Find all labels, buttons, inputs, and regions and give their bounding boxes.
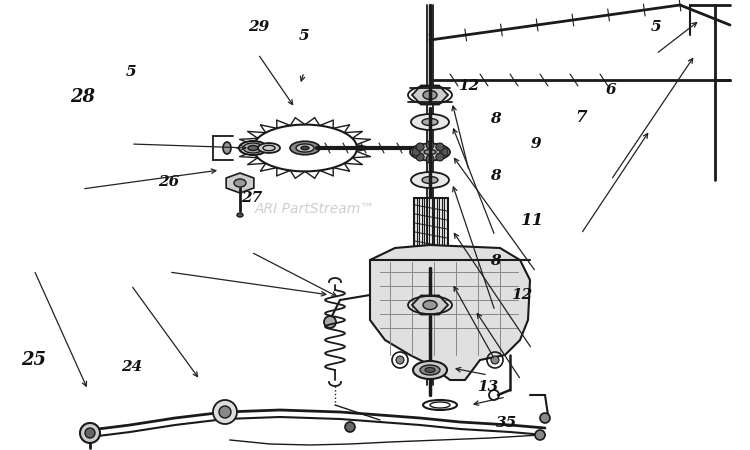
Circle shape [219, 406, 231, 418]
Ellipse shape [422, 176, 438, 184]
Circle shape [416, 153, 424, 161]
Circle shape [491, 356, 499, 364]
Ellipse shape [248, 145, 258, 150]
Ellipse shape [423, 301, 437, 310]
Text: 8: 8 [490, 254, 500, 268]
Circle shape [85, 428, 95, 438]
Circle shape [436, 143, 444, 151]
Ellipse shape [424, 149, 436, 154]
Text: 11: 11 [520, 212, 544, 229]
Circle shape [80, 423, 100, 443]
Polygon shape [370, 245, 530, 380]
Text: 6: 6 [606, 83, 616, 97]
Ellipse shape [301, 146, 309, 150]
Ellipse shape [237, 213, 243, 217]
Polygon shape [412, 296, 448, 315]
Ellipse shape [239, 141, 267, 155]
Circle shape [535, 430, 545, 440]
Polygon shape [226, 173, 254, 193]
Ellipse shape [423, 90, 437, 99]
Ellipse shape [296, 144, 314, 152]
Text: 5: 5 [126, 65, 136, 79]
Text: 27: 27 [241, 191, 262, 205]
Text: 5: 5 [651, 20, 662, 34]
Text: 13: 13 [477, 380, 498, 394]
Text: 28: 28 [70, 88, 95, 106]
Text: 24: 24 [121, 360, 142, 374]
Text: ARI PartStream™: ARI PartStream™ [255, 202, 375, 216]
Text: 29: 29 [248, 20, 269, 34]
Ellipse shape [420, 365, 440, 375]
Text: 8: 8 [490, 168, 500, 183]
Circle shape [213, 400, 237, 424]
Circle shape [426, 141, 434, 149]
Ellipse shape [290, 141, 320, 155]
Text: 35: 35 [496, 416, 517, 430]
Text: 5: 5 [298, 29, 309, 43]
Circle shape [396, 356, 404, 364]
Ellipse shape [243, 143, 263, 153]
Text: 9: 9 [531, 137, 542, 151]
Text: 7: 7 [575, 108, 587, 126]
Ellipse shape [234, 179, 246, 187]
Text: 8: 8 [490, 112, 500, 126]
Text: 12: 12 [458, 78, 479, 93]
Circle shape [345, 422, 355, 432]
Ellipse shape [422, 118, 438, 126]
Ellipse shape [413, 361, 447, 379]
Ellipse shape [411, 172, 449, 188]
Text: 12: 12 [511, 288, 532, 302]
Circle shape [416, 143, 424, 151]
Ellipse shape [411, 272, 449, 288]
Circle shape [324, 316, 336, 328]
Circle shape [440, 148, 448, 156]
Circle shape [412, 148, 420, 156]
Ellipse shape [411, 114, 449, 130]
Circle shape [426, 155, 434, 163]
Ellipse shape [422, 276, 438, 284]
Ellipse shape [223, 142, 231, 154]
Text: 25: 25 [21, 351, 46, 369]
Ellipse shape [410, 144, 450, 161]
Polygon shape [412, 86, 448, 104]
Circle shape [540, 413, 550, 423]
Text: 26: 26 [158, 175, 179, 189]
Ellipse shape [425, 368, 435, 373]
Circle shape [436, 153, 444, 161]
Ellipse shape [258, 143, 280, 153]
